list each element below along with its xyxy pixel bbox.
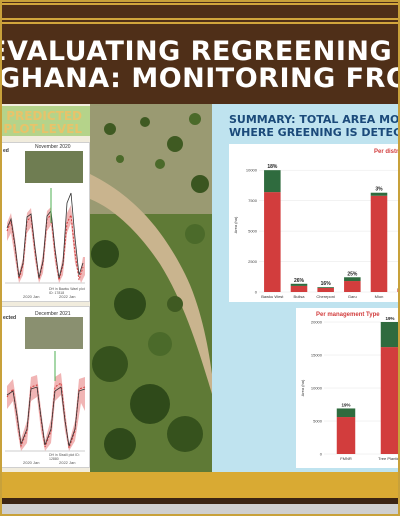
data-label: 26% bbox=[294, 278, 305, 284]
bar bbox=[344, 281, 361, 292]
data-label: 16% bbox=[321, 281, 332, 287]
x-tick-label: Mion bbox=[375, 294, 384, 299]
x-tick-label: Garu bbox=[348, 294, 357, 299]
bar bbox=[264, 170, 281, 193]
bar bbox=[380, 347, 400, 454]
observed-line bbox=[6, 386, 86, 447]
bar bbox=[370, 192, 388, 196]
bar bbox=[290, 285, 308, 292]
timeseries-card-1: ed November 2020 DH in Bawku Wael plot I… bbox=[0, 142, 90, 302]
y-tick-label: 10000 bbox=[311, 386, 323, 391]
aerial-photo bbox=[90, 104, 212, 472]
y-tick-label: 0 bbox=[320, 452, 323, 457]
y-tick-label: 15000 bbox=[311, 353, 323, 358]
header-rule-2 bbox=[0, 22, 400, 24]
left-panel: PREDICTED PLOT-LEVEL ed November 2020 DH… bbox=[0, 104, 90, 474]
district-chart-panel: Per distri Area (ha) 0 2500 5000 7500 10000 18%… bbox=[229, 144, 400, 302]
management-chart-panel: Per management Type Area (ha) 0 5000 10000 15… bbox=[296, 308, 400, 468]
summary-line-2: WHERE GREENING IS DETECTE bbox=[229, 126, 400, 139]
card-label: ed bbox=[3, 148, 9, 154]
management-bar-chart: Per management Type Area (ha) 0 5000 10000 15… bbox=[300, 312, 400, 461]
y-tick-label: 0 bbox=[255, 290, 258, 295]
title-line-2: GHANA: MONITORING FROM THE bbox=[0, 63, 400, 92]
card-footnote: DH in Sissili plot ID: 12880 bbox=[49, 453, 80, 461]
x-tick-label: Tree Planting bbox=[378, 456, 400, 461]
bar bbox=[290, 283, 308, 286]
bar bbox=[336, 408, 356, 418]
summary-line-1: SUMMARY: TOTAL AREA MON bbox=[229, 113, 400, 126]
y-tick-label: 5000 bbox=[313, 419, 323, 424]
bar bbox=[380, 322, 400, 348]
axis-start: 2020 Jan bbox=[23, 294, 40, 299]
bar bbox=[336, 417, 356, 454]
footer-grey-band bbox=[0, 504, 400, 516]
footer bbox=[0, 472, 400, 516]
y-tick-label: 5000 bbox=[248, 229, 258, 234]
axis-end: 2022 Jan bbox=[59, 294, 76, 299]
satellite-thumbnail bbox=[25, 317, 83, 349]
header-top-rule bbox=[0, 3, 400, 5]
data-label: 18% bbox=[267, 164, 278, 170]
footer-gold-band bbox=[0, 472, 400, 498]
y-tick-label: 20000 bbox=[311, 320, 323, 325]
observed-line bbox=[6, 192, 84, 279]
x-tick-label: FMNR bbox=[340, 456, 352, 461]
x-tick-label: Builsa bbox=[294, 294, 306, 299]
poster-title: EVALUATING REGREENING AFRICA GHANA: MONI… bbox=[0, 38, 400, 92]
aerial-vegetation bbox=[90, 104, 212, 472]
data-label: 19% bbox=[341, 402, 350, 407]
chart-title: Per distri bbox=[374, 149, 400, 155]
summary-heading: SUMMARY: TOTAL AREA MON WHERE GREENING I… bbox=[229, 113, 400, 139]
card-label: ected bbox=[3, 315, 17, 321]
ndvi-timeseries-plot bbox=[5, 351, 86, 452]
bar bbox=[317, 287, 334, 288]
y-tick-label: 7500 bbox=[248, 198, 258, 203]
data-label: 3% bbox=[375, 187, 383, 193]
axis-start: 2020 Jan bbox=[23, 460, 40, 465]
y-tick-label: 2500 bbox=[248, 259, 258, 264]
bar bbox=[370, 195, 388, 292]
dirt-road bbox=[90, 174, 212, 394]
page-header: EVALUATING REGREENING AFRICA GHANA: MONI… bbox=[0, 0, 400, 104]
district-bar-chart: Per distri Area (ha) 0 2500 5000 7500 10000 18%… bbox=[233, 149, 400, 299]
timeseries-card-2: ected December 2021 DH in Sissili plot I… bbox=[0, 306, 90, 468]
header-rule bbox=[0, 18, 400, 20]
predicted-tab: PREDICTED PLOT-LEVEL bbox=[0, 106, 90, 136]
x-tick-label: Bawku West bbox=[261, 294, 284, 299]
bar bbox=[317, 287, 334, 292]
bar bbox=[264, 192, 281, 292]
bar bbox=[344, 277, 361, 282]
ndvi-timeseries-plot bbox=[5, 188, 85, 284]
card-date: December 2021 bbox=[35, 311, 71, 317]
x-tick-label: Chereponi bbox=[316, 294, 335, 299]
footer-dark-band bbox=[0, 498, 400, 504]
confidence-band bbox=[7, 373, 85, 451]
tab-line-1: PREDICTED bbox=[6, 109, 82, 123]
card-date: November 2020 bbox=[35, 144, 71, 150]
data-label: 25% bbox=[347, 271, 358, 277]
y-tick-label: 10000 bbox=[246, 168, 258, 173]
axis-end: 2022 Jan bbox=[59, 460, 76, 465]
card-footnote: DH in Bawku Wael plot ID: 17818 bbox=[49, 287, 85, 295]
y-axis-label: Area (ha) bbox=[233, 216, 238, 233]
satellite-thumbnail bbox=[25, 151, 83, 183]
title-line-1: EVALUATING REGREENING AFRICA bbox=[0, 38, 400, 67]
y-axis-label: Area (ha) bbox=[300, 379, 305, 396]
data-label: 19% bbox=[385, 316, 394, 321]
chart-title: Per management Type bbox=[316, 312, 380, 318]
tab-line-2: PLOT-LEVEL bbox=[3, 122, 82, 136]
